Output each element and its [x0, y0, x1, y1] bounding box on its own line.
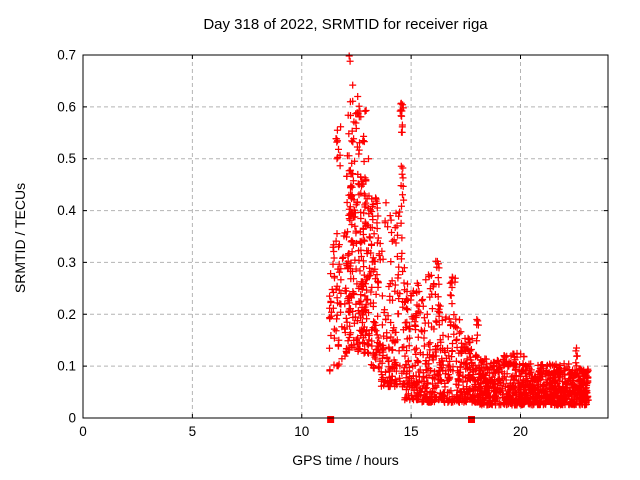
gridlines [83, 55, 608, 418]
y-tick-label: 0.1 [57, 359, 76, 374]
y-tick-label: 0.7 [57, 48, 76, 63]
square-marker [468, 416, 475, 423]
x-tick-label: 10 [294, 424, 309, 439]
x-tick-label: 5 [189, 424, 197, 439]
y-tick-label: 0.5 [57, 151, 76, 166]
y-tick-label: 0 [68, 411, 76, 426]
y-tick-label: 0.2 [57, 307, 76, 322]
y-tick-label: 0.6 [57, 99, 76, 114]
scatter-points [326, 52, 592, 409]
y-tick-label: 0.4 [57, 203, 76, 218]
y-tick-label: 0.3 [57, 255, 76, 270]
plot-border [82, 54, 609, 419]
x-tick-label: 0 [79, 424, 87, 439]
x-tick-label: 15 [404, 424, 419, 439]
square-marker [327, 416, 335, 423]
x-axis-label: GPS time / hours [292, 452, 399, 468]
chart-title: Day 318 of 2022, SRMTID for receiver rig… [203, 16, 488, 33]
x-tick-label: 20 [513, 424, 528, 439]
